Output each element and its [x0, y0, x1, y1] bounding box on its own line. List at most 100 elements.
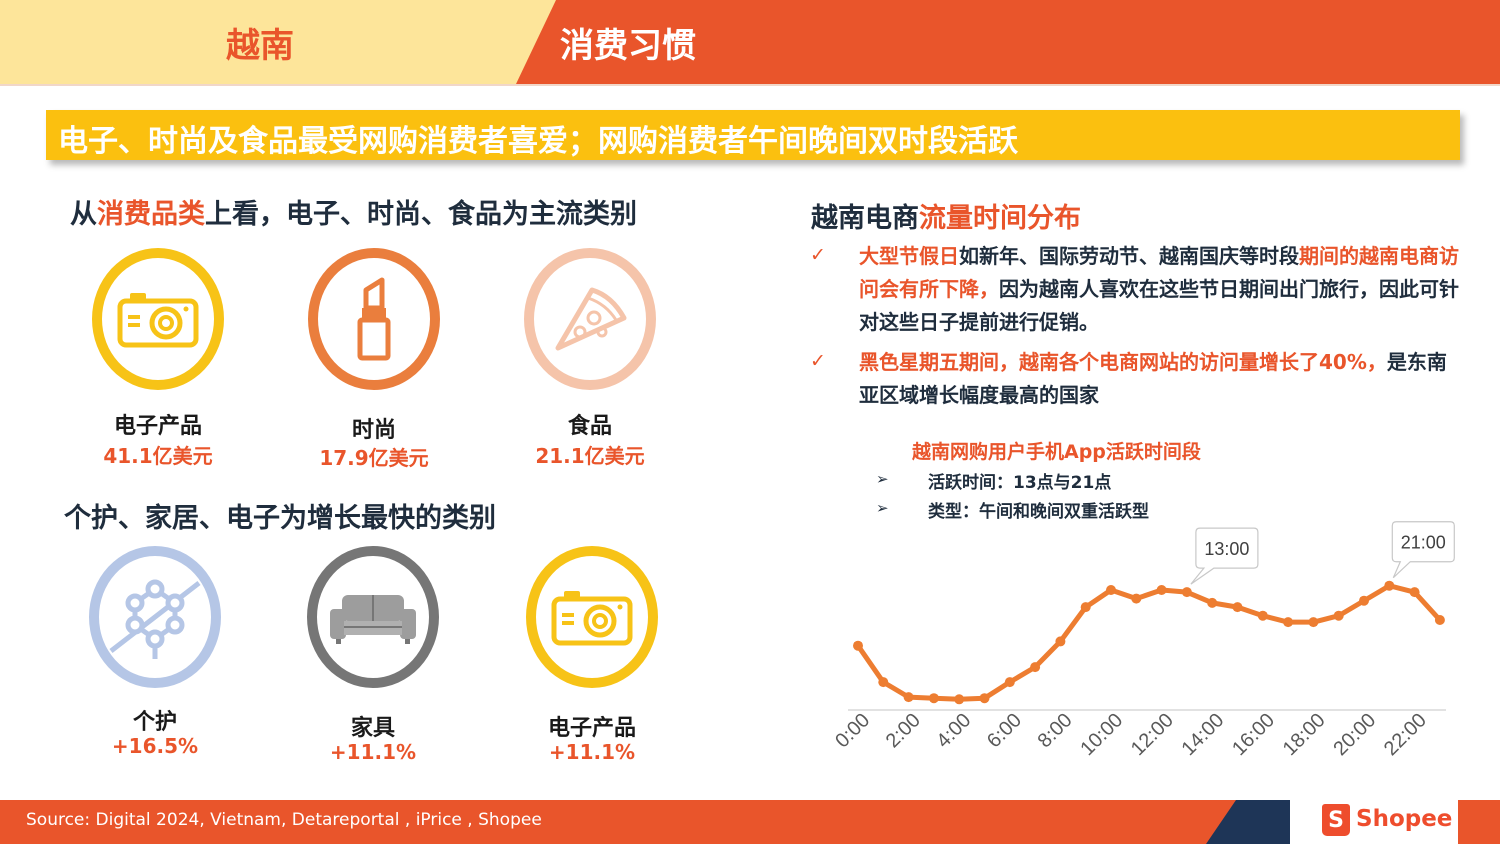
data-point — [1207, 597, 1218, 608]
category-name: 电子产品 — [113, 414, 202, 439]
section2-title: 个护、家居、电子为增长最快的类别 — [64, 503, 496, 534]
header-right-panel — [516, 0, 1500, 84]
traffic-title-highlight: 流量时间分布 — [919, 203, 1081, 234]
category-value: +11.1% — [548, 740, 636, 764]
bullet-holidays-highlight: 大型节假日 — [859, 244, 959, 268]
data-point — [1004, 677, 1015, 688]
header-topic: 消费习惯 — [560, 26, 696, 66]
bullet-holidays-text2: 因为越南人喜欢在这些节日期间出门旅行，因此可针对这些日子提前进行促销。 — [859, 277, 1459, 334]
data-point — [1080, 602, 1091, 613]
x-tick-label: 10:00 — [1076, 709, 1127, 760]
active-time-item: 活跃时间：13点与21点 — [928, 473, 1112, 493]
data-point — [1308, 617, 1319, 628]
data-point — [1333, 610, 1344, 621]
x-tick-label: 20:00 — [1329, 709, 1380, 760]
activity-type-item: 类型：午间和晚间双重活跃型 — [928, 502, 1149, 522]
data-point — [1384, 580, 1395, 591]
callout-box — [1190, 527, 1259, 585]
category-personal-care: 个护 +16.5% — [55, 546, 255, 758]
category-name: 个护 — [132, 710, 177, 735]
bullet-holidays-text: 如新年、国际劳动节、越南国庆等时段 — [959, 244, 1299, 268]
x-tick-label: 14:00 — [1178, 709, 1229, 760]
data-point — [1106, 585, 1116, 595]
check-icon: ✓ — [810, 244, 826, 266]
data-point — [878, 677, 889, 688]
sofa-icon — [307, 546, 439, 688]
category-name: 电子产品 — [547, 716, 636, 741]
source-text: Source: Digital 2024, Vietnam, Detarepor… — [26, 810, 542, 830]
callout-label: 21:00 — [1401, 533, 1446, 553]
category-name: 时尚 — [351, 418, 396, 443]
header-divider — [0, 84, 1500, 86]
headline-banner: 电子、时尚及食品最受网购消费者喜爱；网购消费者午间晚间双时段活跃 — [46, 110, 1460, 160]
shopee-wordmark: Shopee — [1356, 806, 1453, 832]
data-point — [1434, 615, 1445, 625]
molecule-icon — [89, 546, 221, 688]
data-point — [903, 692, 914, 703]
bullet-black-friday-text: 是东南亚区域增长幅度最高的国家 — [859, 350, 1447, 407]
x-tick-label: 16:00 — [1228, 709, 1279, 760]
category-furniture: 家具 +11.1% — [273, 546, 473, 764]
pizza-icon — [524, 248, 656, 390]
section1-title-prefix: 从 — [70, 199, 97, 230]
data-point — [1055, 636, 1066, 647]
bullet-black-friday-highlight: 黑色星期五期间，越南各个电商网站的访问量增长了40%， — [859, 350, 1387, 374]
activity-line-chart: 0:00 2:00 4:00 6:00 8:00 10:00 12:00 14:00 16:00… — [831, 521, 1455, 760]
headline-text: 电子、时尚及食品最受网购消费者喜爱；网购消费者午间晚间双时段活跃 — [58, 124, 1018, 159]
footer-logo-panel — [1290, 800, 1458, 844]
check-icon: ✓ — [810, 350, 826, 372]
x-tick-label: 4:00 — [932, 709, 975, 752]
traffic-title-prefix: 越南电商 — [811, 203, 919, 234]
data-point — [1359, 595, 1369, 606]
data-point — [1232, 602, 1243, 613]
data-point — [1181, 587, 1192, 598]
x-tick-label: 22:00 — [1380, 709, 1431, 760]
section1-title-highlight: 消费品类 — [97, 199, 205, 230]
x-tick-label: 18:00 — [1279, 709, 1330, 760]
bullet-holidays: 大型节假日如新年、国际劳动节、越南国庆等时段期间的越南电商访问会有所下降，因为越… — [859, 240, 1459, 339]
bullet-holidays-highlight2: 期间的越南电商访问会有所下降， — [859, 244, 1459, 301]
category-food: 食品 21.1亿美元 — [490, 248, 690, 468]
data-point — [1156, 585, 1167, 595]
category-electronics-growth: 电子产品 +11.1% — [492, 546, 692, 764]
traffic-title: 越南电商流量时间分布 — [811, 196, 1081, 235]
footer-bar: Source: Digital 2024, Vietnam, Detarepor… — [0, 800, 1500, 844]
section1-title-suffix: 上看，电子、时尚、食品为主流类别 — [205, 199, 637, 230]
x-tick-label: 0:00 — [831, 709, 874, 752]
data-point — [853, 640, 863, 651]
x-tick-label: 6:00 — [983, 709, 1026, 752]
header-left-panel — [0, 0, 560, 84]
category-electronics: 电子产品 41.1亿美元 — [58, 248, 258, 468]
data-point — [1030, 662, 1041, 673]
data-point — [954, 694, 965, 705]
shopee-logo: S Shopee — [1322, 802, 1452, 840]
category-value: +16.5% — [111, 734, 199, 758]
arrow-icon: ➢ — [876, 499, 889, 517]
category-name: 食品 — [567, 414, 612, 439]
app-activity-title: 越南网购用户手机App活跃时间段 — [912, 441, 1201, 463]
shopping-bag-icon: S — [1322, 804, 1350, 836]
x-tick-label: 12:00 — [1127, 709, 1178, 760]
bullet-black-friday: 黑色星期五期间，越南各个电商网站的访问量增长了40%，是东南亚区域增长幅度最高的… — [859, 346, 1459, 412]
category-value: 21.1亿美元 — [535, 444, 645, 468]
callout-label: 13:00 — [1204, 539, 1249, 559]
section1-title: 从消费品类上看，电子、时尚、食品为主流类别 — [70, 192, 637, 231]
series-line — [855, 583, 1442, 702]
category-value: 17.9亿美元 — [319, 446, 429, 470]
header-country: 越南 — [226, 26, 294, 66]
data-point — [1283, 617, 1294, 628]
category-value: 41.1亿美元 — [103, 444, 213, 468]
arrow-icon: ➢ — [876, 470, 889, 488]
data-point — [928, 693, 939, 704]
data-point — [1257, 610, 1268, 621]
callout-box — [1391, 521, 1455, 579]
camera-icon — [526, 546, 658, 688]
data-point — [979, 693, 990, 704]
lipstick-icon — [308, 248, 440, 390]
camera-icon — [92, 248, 224, 390]
data-point — [1409, 587, 1420, 598]
category-value: +11.1% — [329, 740, 417, 764]
category-name: 家具 — [350, 716, 395, 741]
x-tick-label: 2:00 — [882, 709, 925, 752]
data-point — [1131, 593, 1142, 604]
